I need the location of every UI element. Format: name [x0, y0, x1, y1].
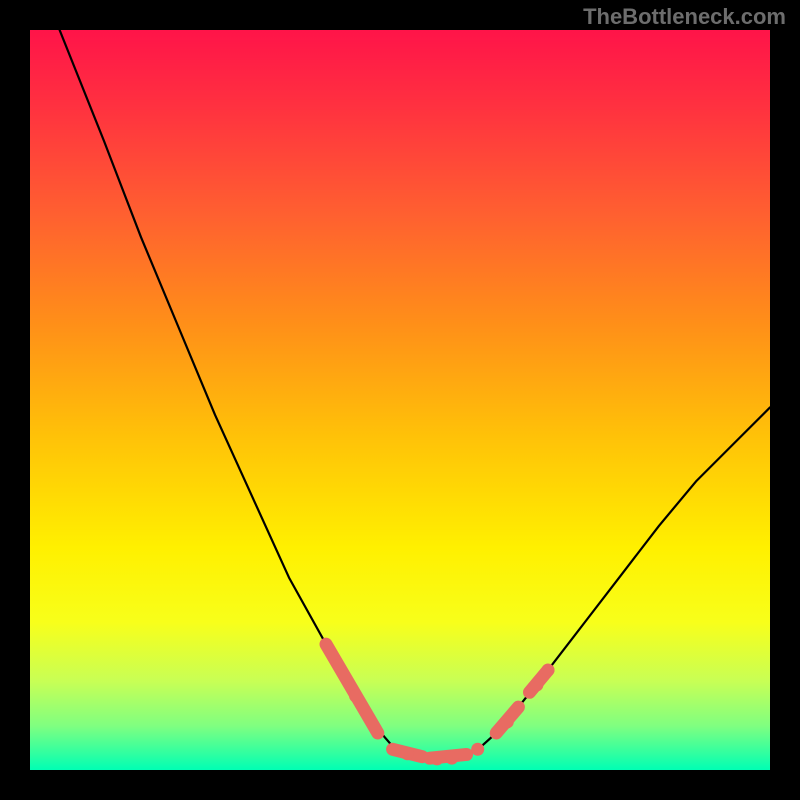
marker-dot	[471, 743, 484, 756]
marker-capsule	[326, 644, 378, 733]
marker-dot	[431, 752, 444, 765]
bottleneck-curve	[60, 30, 770, 759]
plot-area	[30, 30, 770, 770]
marker-dot	[542, 664, 555, 677]
figure-root: TheBottleneck.com	[0, 0, 800, 800]
marker-dot	[501, 715, 514, 728]
marker-dot	[401, 747, 414, 760]
marker-dot	[530, 678, 543, 691]
marker-dot	[445, 752, 458, 765]
chart-ink-layer	[30, 30, 770, 770]
watermark-text: TheBottleneck.com	[583, 4, 786, 30]
marker-dot	[349, 690, 362, 703]
